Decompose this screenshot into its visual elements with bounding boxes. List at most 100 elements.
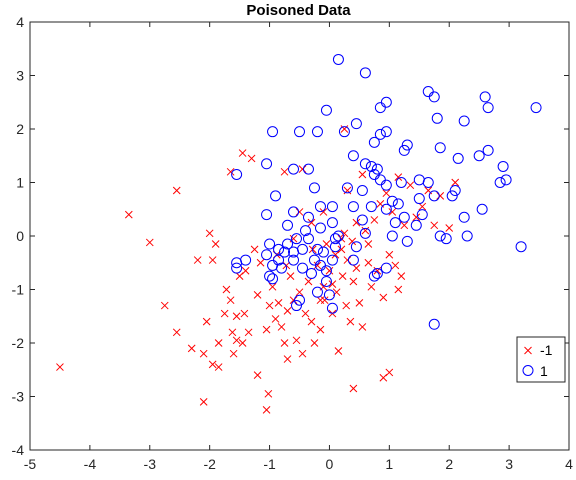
data-point-x — [430, 221, 439, 230]
data-point-x — [280, 167, 289, 176]
data-point-circle — [458, 211, 470, 223]
data-point-circle — [314, 222, 326, 234]
data-point-x — [187, 344, 196, 353]
x-tick-label: 2 — [445, 456, 453, 472]
data-point-x — [358, 323, 367, 331]
data-point-circle — [299, 225, 311, 237]
data-point-circle — [291, 300, 303, 312]
legend-label-negative: -1 — [540, 342, 553, 358]
data-point-x — [238, 339, 247, 347]
data-point-circle — [356, 185, 368, 197]
data-point-circle — [302, 211, 314, 223]
data-point-x — [436, 192, 445, 200]
data-point-circle — [305, 267, 317, 279]
x-axis: -5 -4 -3 -2 -1 0 1 2 3 4 — [24, 22, 573, 472]
data-points — [56, 53, 542, 414]
data-point-circle — [282, 238, 294, 250]
data-point-x — [337, 245, 346, 254]
data-point-circle — [359, 158, 371, 170]
data-point-circle — [314, 201, 326, 213]
data-point-x — [211, 240, 220, 248]
data-point-x — [307, 317, 316, 326]
data-point-circle — [431, 112, 443, 124]
data-point-x — [338, 272, 347, 280]
data-point-x — [352, 218, 361, 227]
data-point-x — [199, 349, 208, 358]
data-point-x — [325, 266, 334, 275]
data-point-x — [361, 226, 370, 235]
data-point-circle — [267, 126, 279, 138]
data-point-circle — [276, 262, 288, 274]
data-point-circle — [267, 273, 279, 285]
data-point-x — [214, 339, 223, 347]
data-point-circle — [264, 270, 276, 282]
y-tick-label: 1 — [16, 175, 24, 191]
data-point-circle — [368, 270, 380, 282]
data-point-circle — [380, 203, 392, 215]
data-point-circle — [350, 118, 362, 130]
data-point-x — [367, 282, 376, 291]
data-point-circle — [320, 265, 332, 277]
data-point-circle — [422, 177, 434, 188]
data-point-circle — [347, 150, 359, 162]
data-point-circle — [320, 104, 332, 116]
data-point-circle — [350, 241, 362, 253]
data-point-x — [124, 210, 133, 219]
data-point-x — [304, 277, 313, 286]
data-point-x — [274, 299, 283, 307]
x-tick-label: 4 — [565, 456, 573, 472]
data-point-x — [229, 349, 238, 358]
data-point-circle — [530, 102, 542, 114]
data-point-x — [349, 384, 358, 393]
legend-marker-circle-icon — [522, 365, 534, 376]
data-point-circle — [261, 158, 273, 170]
data-point-circle — [428, 318, 440, 330]
data-point-x — [226, 167, 235, 176]
data-point-x — [208, 256, 217, 264]
data-point-x — [265, 301, 274, 310]
data-point-circle — [371, 163, 383, 175]
data-point-circle — [386, 230, 398, 242]
data-point-circle — [302, 233, 314, 245]
data-point-x — [244, 328, 253, 337]
data-point-circle — [449, 185, 461, 197]
data-point-circle — [288, 246, 300, 258]
data-point-x — [343, 186, 352, 195]
data-point-x — [292, 336, 301, 345]
data-point-circle — [323, 289, 335, 301]
y-tick-label: 0 — [16, 228, 24, 244]
data-point-x — [172, 328, 181, 337]
x-tick-label: -4 — [84, 456, 97, 472]
data-point-circle — [371, 267, 383, 279]
data-point-circle — [261, 249, 273, 261]
data-point-x — [316, 296, 325, 305]
data-point-circle — [494, 177, 506, 188]
data-point-x — [286, 272, 295, 280]
data-point-circle — [279, 246, 291, 258]
data-point-circle — [500, 174, 512, 186]
data-point-circle — [273, 254, 285, 266]
data-point-x — [220, 309, 229, 318]
legend-label-positive: 1 — [540, 363, 548, 379]
data-point-x — [295, 208, 304, 216]
data-point-x — [199, 397, 208, 406]
data-point-x — [240, 309, 249, 318]
y-tick-label: -3 — [12, 389, 25, 405]
y-tick-label: -2 — [12, 335, 25, 351]
data-point-x — [373, 266, 382, 275]
legend-marker-x-icon — [524, 346, 532, 355]
data-point-x — [241, 266, 250, 275]
x-tick-label: -2 — [203, 456, 216, 472]
data-point-x — [226, 296, 235, 305]
data-point-x — [145, 238, 154, 247]
data-point-x — [298, 349, 307, 358]
data-point-circle — [365, 201, 377, 213]
data-point-circle — [291, 233, 303, 245]
series-negative — [56, 125, 460, 414]
data-point-circle — [368, 136, 380, 148]
data-point-x — [322, 240, 331, 248]
data-point-circle — [326, 302, 338, 314]
data-point-circle — [264, 238, 276, 250]
data-point-x — [352, 264, 361, 272]
data-point-x — [370, 216, 379, 224]
